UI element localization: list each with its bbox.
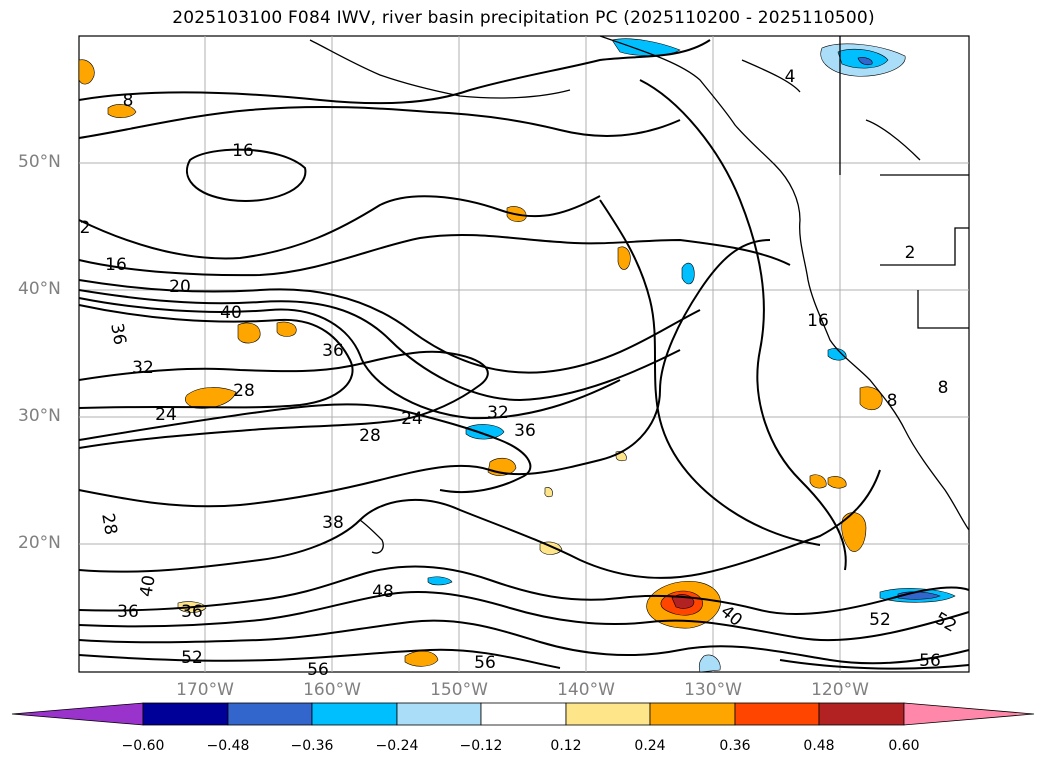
colorbar-segment [311, 702, 398, 726]
lon-label: 160°W [303, 680, 361, 700]
colorbar-tick: −0.36 [290, 738, 334, 754]
colorbar-segment [11, 702, 144, 726]
lat-label: 50°N [18, 152, 61, 172]
contour-label: 20 [169, 277, 191, 297]
contour-label: 38 [322, 513, 344, 533]
contour-label: 56 [474, 653, 496, 673]
contour-label: 56 [919, 651, 941, 671]
colorbar-segment [903, 702, 1035, 726]
contour-label: 56 [307, 660, 329, 680]
contour-label: 36 [322, 341, 344, 361]
contour-label: 24 [155, 405, 177, 425]
contour-label: 52 [869, 610, 891, 630]
contour-label: 36 [117, 602, 139, 622]
contour-label: 8 [938, 378, 949, 398]
figure-title: 2025103100 F084 IWV, river basin precipi… [172, 8, 875, 28]
colorbar-segment [142, 702, 229, 726]
colorbar-segment [818, 702, 905, 726]
lat-label: 20°N [18, 533, 61, 553]
contour-label: 28 [359, 426, 381, 446]
contour-label: 52 [181, 648, 203, 668]
colorbar [11, 702, 1035, 726]
map-frame [78, 35, 970, 673]
contour-label: 24 [401, 409, 423, 429]
colorbar-segment [649, 702, 736, 726]
colorbar-tick: 0.36 [719, 738, 751, 754]
contour-label: 28 [97, 512, 120, 537]
colorbar-segment [734, 702, 820, 726]
contour-label: 40 [220, 303, 242, 323]
contour-label: 48 [372, 582, 394, 602]
lon-label: 130°W [684, 680, 742, 700]
contour-label: 16 [232, 141, 254, 161]
lon-label: 120°W [811, 680, 869, 700]
colorbar-tick: −0.12 [459, 738, 503, 754]
contour-label: 16 [105, 255, 127, 275]
contour-label: 2 [80, 218, 91, 238]
iwv-contours [78, 39, 970, 670]
contour-label: 36 [106, 322, 129, 347]
colorbar-segment [396, 702, 482, 726]
contour-label: 40 [136, 574, 159, 599]
colorbar-tick: 0.48 [803, 738, 835, 754]
contour-label: 16 [807, 311, 829, 331]
contour-label: 32 [487, 403, 509, 423]
contour-label: 8 [123, 91, 134, 111]
colorbar-tick: −0.48 [206, 738, 250, 754]
lon-label: 170°W [176, 680, 234, 700]
colorbar-tick: 0.24 [634, 738, 666, 754]
colorbar-tick: −0.60 [121, 738, 165, 754]
colorbar-tick: −0.24 [375, 738, 419, 754]
lon-label: 150°W [430, 680, 488, 700]
colorbar-segment [480, 702, 567, 726]
contour-label: 4 [785, 67, 796, 87]
colorbar-segment [565, 702, 651, 726]
contour-label: 36 [181, 602, 203, 622]
contour-labels: 8 16 2 16 20 40 36 32 36 28 24 24 28 32 … [80, 67, 960, 680]
lon-label: 140°W [557, 680, 615, 700]
contour-label: 36 [514, 421, 536, 441]
colorbar-tick: 0.12 [550, 738, 582, 754]
contour-label: 28 [233, 381, 255, 401]
coastlines [309, 35, 970, 554]
lat-label: 30°N [18, 406, 61, 426]
contour-label: 32 [132, 358, 154, 378]
contour-label: 2 [905, 243, 916, 263]
colorbar-tick: 0.60 [888, 738, 920, 754]
lat-label: 40°N [18, 279, 61, 299]
colorbar-segment [227, 702, 313, 726]
contour-label: 8 [887, 391, 898, 411]
